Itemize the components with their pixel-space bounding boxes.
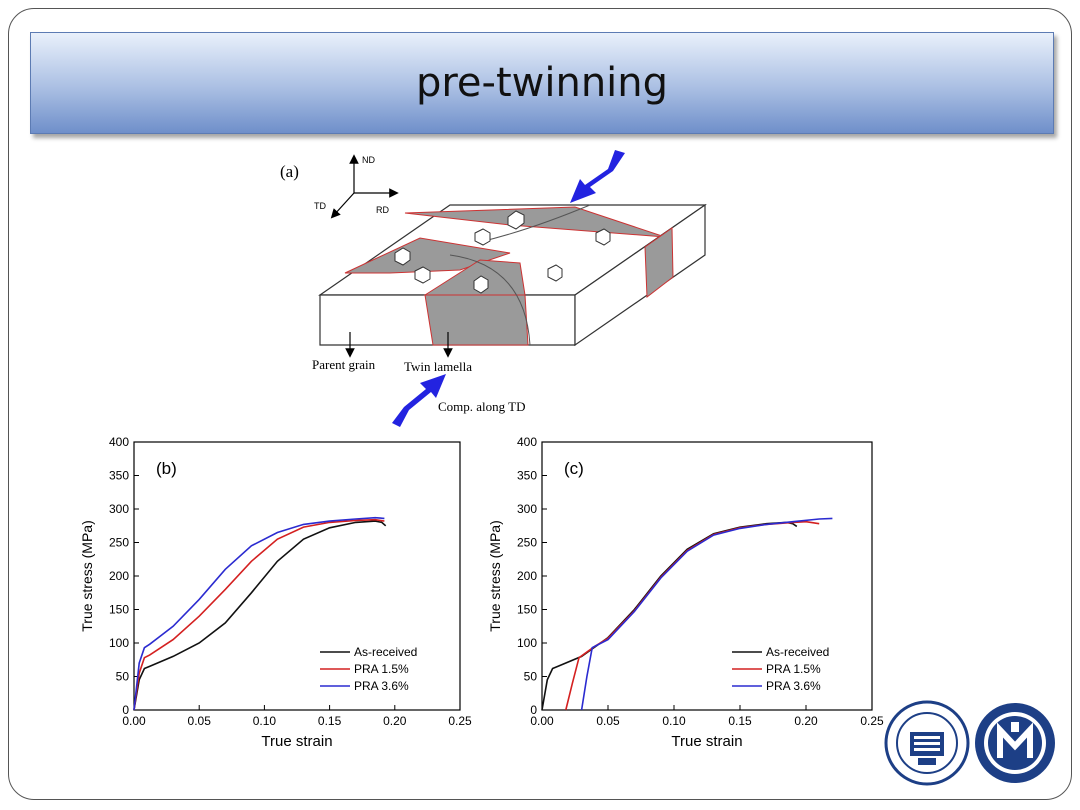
twin-band-front xyxy=(424,294,529,346)
slide-frame xyxy=(8,8,1072,800)
x-tick-label: 0.00 xyxy=(530,714,554,728)
schematic-figure: (a) ND RD TD Parent grain Twin lamella C… xyxy=(280,150,707,427)
hexagon-crystal-icon xyxy=(394,210,611,294)
legend-label: PRA 1.5% xyxy=(766,662,821,676)
x-tick-label: 0.10 xyxy=(253,714,277,728)
twin-lamella-label: Twin lamella xyxy=(404,359,472,374)
y-tick-label: 0 xyxy=(530,703,537,717)
y-tick-label: 250 xyxy=(109,536,129,550)
slide-title: pre-twinning xyxy=(415,60,669,106)
x-tick-label: 0.05 xyxy=(596,714,620,728)
axis-td-label: TD xyxy=(314,201,326,211)
x-tick-label: 0.05 xyxy=(188,714,212,728)
x-tick-label: 0.00 xyxy=(122,714,146,728)
plot-frame xyxy=(541,441,873,711)
title-bar: pre-twinning xyxy=(30,32,1054,134)
series-line xyxy=(133,518,385,711)
x-axis-label: True strain xyxy=(261,733,332,750)
y-tick-label: 300 xyxy=(517,502,537,516)
chart-b: 0.00 0.05 0.10 0.15 0.20 0.25 0 50 100 150 200 250 3… xyxy=(79,435,472,750)
x-tick-label: 0.25 xyxy=(860,714,884,728)
legend-label: As-received xyxy=(766,645,829,659)
legend-label: PRA 3.6% xyxy=(766,679,821,693)
y-tick-label: 150 xyxy=(109,603,129,617)
compression-label: Comp. along TD xyxy=(438,399,526,414)
axis-rd-label: RD xyxy=(376,205,389,215)
series-line xyxy=(133,516,385,711)
y-tick-label: 100 xyxy=(517,636,537,650)
x-tick-label: 0.20 xyxy=(794,714,818,728)
x-tick-label: 0.10 xyxy=(662,714,686,728)
x-axis-label: True strain xyxy=(671,733,742,750)
series-line xyxy=(133,520,387,711)
y-tick-label: 300 xyxy=(109,502,129,516)
compression-arrow-icon xyxy=(570,150,625,203)
x-tick-label: 0.20 xyxy=(383,714,407,728)
x-tick-label: 0.15 xyxy=(728,714,752,728)
twin-band-side xyxy=(644,227,674,298)
y-tick-label: 350 xyxy=(109,469,129,483)
y-tick-label: 0 xyxy=(122,703,129,717)
y-tick-label: 400 xyxy=(517,435,537,449)
compression-arrow-icon xyxy=(392,374,446,427)
axis-nd-label: ND xyxy=(362,155,375,165)
plot-frame xyxy=(133,441,461,711)
y-axis-label: True stress (MPa) xyxy=(79,520,95,632)
chart-c: 0.00 0.05 0.10 0.15 0.20 0.25 0 50 100 150 200 250 3… xyxy=(487,435,884,750)
legend-label: PRA 3.6% xyxy=(354,679,409,693)
panel-label: (c) xyxy=(564,459,584,478)
y-tick-label: 200 xyxy=(109,569,129,583)
y-tick-label: 150 xyxy=(517,603,537,617)
legend-label: PRA 1.5% xyxy=(354,662,409,676)
university-seal-logo xyxy=(884,700,970,786)
y-tick-label: 350 xyxy=(517,469,537,483)
axis-td-arrow xyxy=(330,192,355,219)
grain-boundary xyxy=(449,254,531,346)
y-tick-label: 50 xyxy=(524,670,538,684)
gear-emblem-logo xyxy=(975,703,1055,783)
y-tick-label: 250 xyxy=(517,536,537,550)
x-tick-label: 0.25 xyxy=(448,714,472,728)
y-tick-label: 50 xyxy=(116,670,130,684)
panel-label: (b) xyxy=(156,459,177,478)
series-line xyxy=(580,517,833,711)
y-tick-label: 200 xyxy=(517,569,537,583)
parent-grain-label: Parent grain xyxy=(312,357,376,372)
legend-label: As-received xyxy=(354,645,417,659)
y-tick-label: 100 xyxy=(109,636,129,650)
y-axis-label: True stress (MPa) xyxy=(487,520,503,632)
y-tick-label: 400 xyxy=(109,435,129,449)
panel-label-a: (a) xyxy=(280,162,299,181)
grain-boundary xyxy=(479,204,591,243)
series-line xyxy=(541,521,798,711)
x-tick-label: 0.15 xyxy=(318,714,342,728)
